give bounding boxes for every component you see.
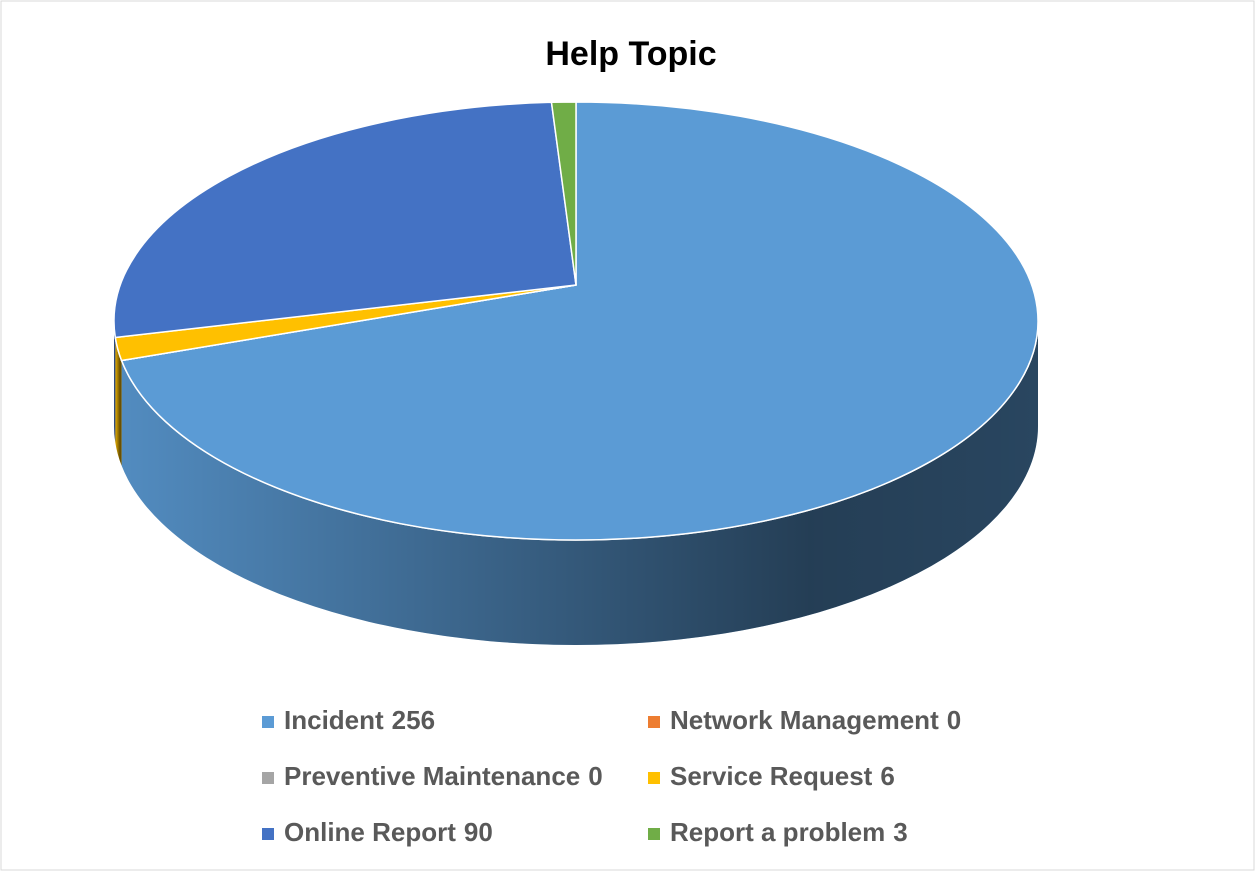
legend-swatch: [262, 828, 274, 840]
legend-label: Report a problem 3: [670, 817, 908, 847]
slice-side-shade: [114, 321, 116, 443]
legend-label: Incident 256: [284, 705, 435, 735]
legend-value: 0: [588, 761, 602, 791]
legend-label: Preventive Maintenance 0: [284, 761, 603, 791]
legend-swatch: [648, 828, 660, 840]
legend-swatch: [262, 716, 274, 728]
legend-swatch: [648, 772, 660, 784]
legend-value: 6: [880, 761, 894, 791]
slice-side-shade: [115, 337, 122, 466]
chart-title: Help Topic: [545, 35, 716, 73]
slice-side-shade: [121, 321, 1038, 645]
legend-value: 3: [893, 817, 907, 847]
legend-swatch: [648, 716, 660, 728]
legend-swatch: [262, 772, 274, 784]
legend-label: Network Management 0: [670, 705, 961, 735]
legend-name: Service Request: [670, 761, 873, 791]
legend-label: Online Report 90: [284, 817, 493, 847]
legend-value: 0: [947, 705, 961, 735]
legend-name: Network Management: [670, 705, 939, 735]
legend-name: Online Report: [284, 817, 456, 847]
legend-name: Incident: [284, 705, 384, 735]
legend-value: 90: [464, 817, 493, 847]
legend-label: Service Request 6: [670, 761, 895, 791]
legend-value: 256: [392, 705, 435, 735]
slice: [113, 101, 577, 339]
slice: [120, 101, 1039, 541]
legend-name: Preventive Maintenance: [284, 761, 580, 791]
slice: [550, 101, 577, 286]
legend-name: Report a problem: [670, 817, 885, 847]
